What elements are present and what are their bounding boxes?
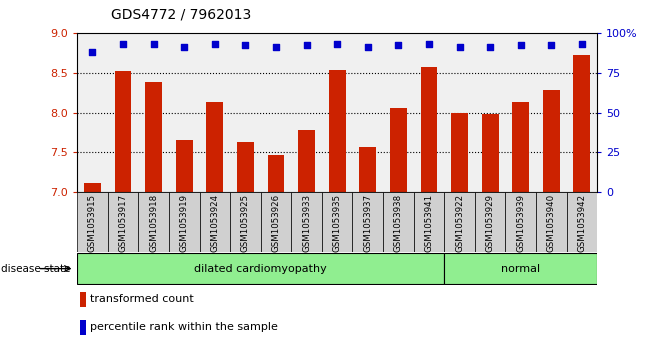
Text: GSM1053922: GSM1053922 <box>455 194 464 252</box>
Point <box>454 44 465 50</box>
Bar <box>360 147 376 192</box>
Bar <box>512 102 529 192</box>
Bar <box>421 67 437 192</box>
Text: transformed count: transformed count <box>90 294 194 305</box>
Point <box>546 42 557 48</box>
Point <box>270 44 281 50</box>
Bar <box>77 253 444 284</box>
Point <box>148 41 159 47</box>
Bar <box>77 192 108 252</box>
Bar <box>298 130 315 192</box>
Bar <box>80 292 86 307</box>
Text: dilated cardiomyopathy: dilated cardiomyopathy <box>195 264 327 274</box>
Bar <box>115 71 132 192</box>
Bar <box>199 192 230 252</box>
Bar <box>268 155 285 192</box>
Bar <box>138 192 169 252</box>
Bar <box>475 192 505 252</box>
Text: GSM1053918: GSM1053918 <box>149 194 158 252</box>
Bar <box>230 192 261 252</box>
Point <box>240 42 251 48</box>
Point <box>87 49 98 55</box>
Text: GSM1053919: GSM1053919 <box>180 194 189 252</box>
Text: GSM1053941: GSM1053941 <box>425 194 433 252</box>
Point <box>179 44 190 50</box>
Bar <box>291 192 322 252</box>
Bar <box>574 55 590 192</box>
Point <box>209 41 220 47</box>
Text: GSM1053915: GSM1053915 <box>88 194 97 252</box>
Point <box>515 42 526 48</box>
Text: GSM1053924: GSM1053924 <box>210 194 219 252</box>
Bar <box>352 192 383 252</box>
Text: GSM1053942: GSM1053942 <box>577 194 586 252</box>
Bar <box>80 320 86 335</box>
Text: GSM1053917: GSM1053917 <box>119 194 127 252</box>
Point <box>332 41 343 47</box>
Bar <box>390 108 407 192</box>
Bar <box>169 192 199 252</box>
Bar <box>176 140 193 192</box>
Point <box>393 42 404 48</box>
Text: GSM1053940: GSM1053940 <box>547 194 556 252</box>
Text: GSM1053929: GSM1053929 <box>486 194 495 252</box>
Bar <box>451 113 468 192</box>
Text: GSM1053938: GSM1053938 <box>394 194 403 252</box>
Bar <box>505 192 536 252</box>
Bar <box>329 70 346 192</box>
Bar <box>84 183 101 192</box>
Point <box>484 44 495 50</box>
Text: disease state: disease state <box>1 264 70 274</box>
Text: GSM1053935: GSM1053935 <box>333 194 342 252</box>
Bar <box>444 192 475 252</box>
Text: GSM1053925: GSM1053925 <box>241 194 250 252</box>
Bar <box>482 114 499 192</box>
Text: GSM1053939: GSM1053939 <box>516 194 525 252</box>
Point <box>423 41 434 47</box>
Text: normal: normal <box>501 264 540 274</box>
Bar <box>145 82 162 192</box>
Bar <box>383 192 413 252</box>
Bar <box>207 102 223 192</box>
Bar <box>566 192 597 252</box>
Bar <box>413 192 444 252</box>
Point <box>301 42 312 48</box>
Bar <box>543 90 560 192</box>
Text: GSM1053933: GSM1053933 <box>302 194 311 252</box>
Text: GSM1053937: GSM1053937 <box>363 194 372 252</box>
Bar <box>108 192 138 252</box>
Bar <box>261 192 291 252</box>
Point <box>576 41 587 47</box>
Point <box>117 41 128 47</box>
Text: percentile rank within the sample: percentile rank within the sample <box>90 322 278 333</box>
Bar <box>444 253 597 284</box>
Text: GDS4772 / 7962013: GDS4772 / 7962013 <box>111 8 251 22</box>
Bar <box>322 192 352 252</box>
Bar <box>237 142 254 192</box>
Text: GSM1053926: GSM1053926 <box>272 194 280 252</box>
Point <box>362 44 373 50</box>
Bar <box>536 192 566 252</box>
